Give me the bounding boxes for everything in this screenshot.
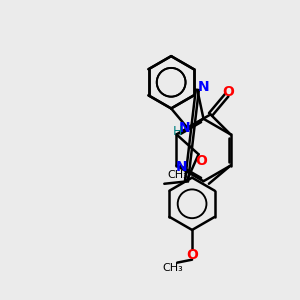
Text: O: O (222, 85, 234, 98)
Text: N: N (198, 80, 210, 94)
Text: N: N (179, 121, 191, 135)
Text: O: O (186, 248, 198, 262)
Text: N: N (176, 160, 188, 174)
Text: CH₃: CH₃ (162, 263, 183, 273)
Text: H: H (173, 125, 183, 138)
Text: CH₃: CH₃ (168, 170, 189, 180)
Text: O: O (195, 154, 207, 168)
